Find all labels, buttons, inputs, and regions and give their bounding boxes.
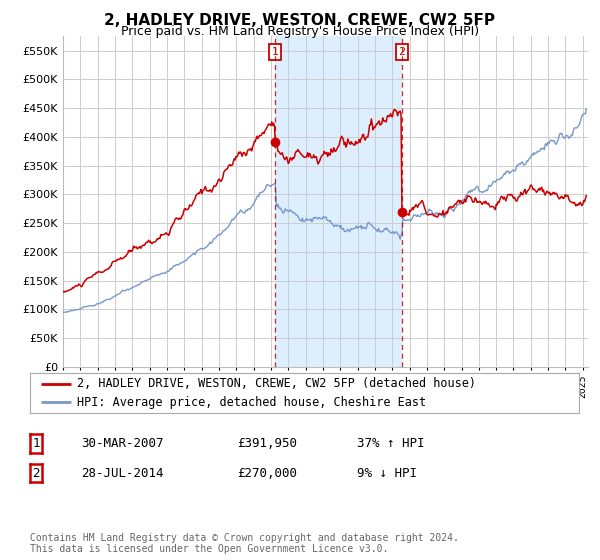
Text: £391,950: £391,950 — [237, 437, 297, 450]
Text: 37% ↑ HPI: 37% ↑ HPI — [357, 437, 425, 450]
Text: 2: 2 — [32, 466, 40, 480]
Text: HPI: Average price, detached house, Cheshire East: HPI: Average price, detached house, Ches… — [77, 396, 426, 409]
Text: 9% ↓ HPI: 9% ↓ HPI — [357, 466, 417, 480]
Text: Contains HM Land Registry data © Crown copyright and database right 2024.
This d: Contains HM Land Registry data © Crown c… — [30, 533, 459, 554]
Bar — [275, 36, 402, 367]
Text: £270,000: £270,000 — [237, 466, 297, 480]
Text: 1: 1 — [272, 47, 278, 57]
Text: 28-JUL-2014: 28-JUL-2014 — [81, 466, 163, 480]
Text: 1: 1 — [32, 437, 40, 450]
Text: Price paid vs. HM Land Registry's House Price Index (HPI): Price paid vs. HM Land Registry's House … — [121, 25, 479, 38]
Text: 2, HADLEY DRIVE, WESTON, CREWE, CW2 5FP: 2, HADLEY DRIVE, WESTON, CREWE, CW2 5FP — [104, 13, 496, 28]
Text: 2, HADLEY DRIVE, WESTON, CREWE, CW2 5FP (detached house): 2, HADLEY DRIVE, WESTON, CREWE, CW2 5FP … — [77, 377, 476, 390]
Text: 30-MAR-2007: 30-MAR-2007 — [81, 437, 163, 450]
Text: 2: 2 — [398, 47, 406, 57]
